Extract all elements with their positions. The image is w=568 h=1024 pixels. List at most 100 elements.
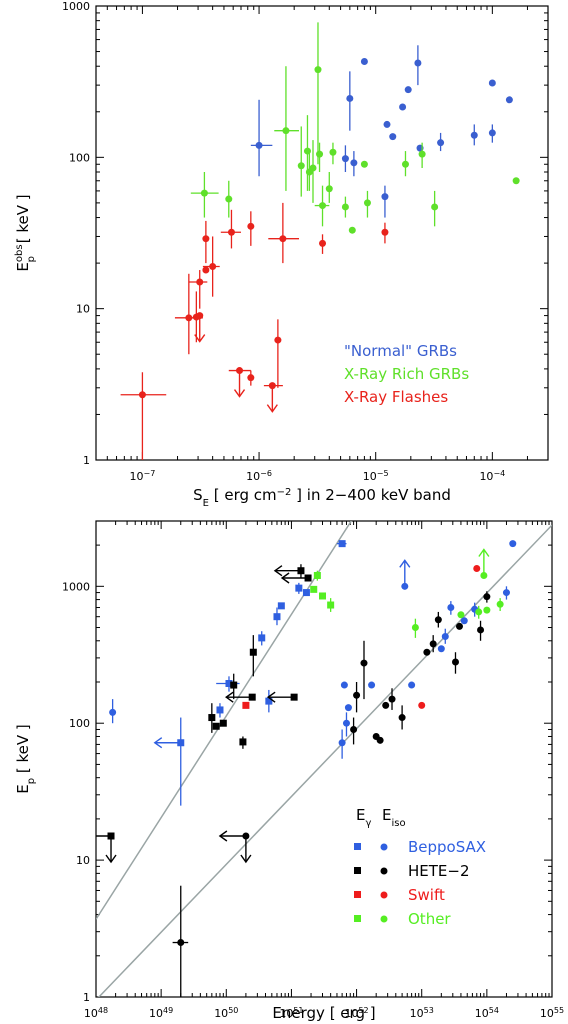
top-panel-ep-obs-vs-fluence: 10−7 10−6 10−5 10−4 1 10 100 1000 SE [ erg cm−2 … <box>14 0 549 509</box>
data-point <box>404 86 412 94</box>
data-point <box>319 202 327 210</box>
data-point <box>483 593 491 601</box>
x-axis-label: SE [ erg cm−2 ] in 2−400 keV band <box>193 486 451 509</box>
data-point-square <box>327 601 335 609</box>
data-point <box>340 681 348 689</box>
fit-line <box>97 524 552 997</box>
data-point <box>350 725 358 733</box>
data-point <box>431 203 439 211</box>
data-point <box>414 59 422 67</box>
data-point <box>341 203 349 211</box>
data-point-square <box>273 613 281 621</box>
data-point <box>398 714 406 722</box>
data-point-square <box>107 832 115 840</box>
bottom-panel-ep-vs-energy: 1048 1049 1050 1051 1052 1053 1054 1055 1 10 100 10… <box>14 520 564 1022</box>
legend-square-marker <box>354 915 361 922</box>
data-point <box>512 177 520 185</box>
data-point <box>441 632 449 640</box>
data-point <box>423 648 431 656</box>
data-point-square <box>177 739 185 747</box>
data-point-square <box>319 592 327 600</box>
data-point <box>346 94 354 102</box>
data-point <box>483 606 491 614</box>
data-point-square <box>216 706 224 714</box>
data-point <box>268 382 276 390</box>
data-point <box>363 199 371 207</box>
data-point <box>209 262 217 270</box>
data-point <box>109 708 117 716</box>
legend-square-marker <box>354 867 361 874</box>
data-point <box>360 160 368 168</box>
data-point <box>279 235 287 243</box>
data-point <box>505 96 513 104</box>
data-point <box>177 939 185 947</box>
data-point <box>202 235 210 243</box>
limit-arrow-head <box>153 737 163 749</box>
data-point <box>309 164 317 172</box>
data-point-square <box>313 571 321 579</box>
y-tick-label: 100 <box>69 151 90 164</box>
data-point-square <box>248 693 256 701</box>
data-point <box>502 589 510 597</box>
legend-entry: HETE−2 <box>408 862 470 880</box>
legend-circle-marker <box>380 915 388 923</box>
data-point <box>319 239 327 247</box>
legend-square-marker <box>354 891 361 898</box>
plot-frame <box>95 5 549 461</box>
data-point <box>360 57 368 65</box>
legend-entry: Other <box>408 910 451 928</box>
limit-arrow-head <box>478 548 490 557</box>
data-point <box>297 162 305 170</box>
data-point <box>341 155 349 163</box>
x-tick-label: 1051 <box>279 1006 303 1021</box>
data-point <box>437 645 445 653</box>
data-point <box>282 127 290 135</box>
limit-arrow-head <box>273 565 283 577</box>
x-tick-label: 10−6 <box>246 469 272 484</box>
limit-arrow-head <box>85 831 92 841</box>
data-point <box>383 120 391 128</box>
x-tick-label: 1048 <box>84 1006 108 1021</box>
x-tick-label: 1050 <box>214 1006 238 1021</box>
data-point-square <box>290 693 298 701</box>
y-tick-label: 100 <box>69 717 90 730</box>
legend-square-marker <box>354 843 361 850</box>
limit-arrow-head <box>233 389 246 398</box>
data-point-square <box>338 540 346 548</box>
data-point <box>437 139 445 147</box>
limit-arrow-head <box>194 334 206 343</box>
y-tick-label: 1 <box>83 991 90 1004</box>
data-point <box>455 622 463 630</box>
y-axis-label: Ep [ keV ] <box>14 724 37 794</box>
x-tick-label: 1049 <box>149 1006 173 1021</box>
data-point-square <box>304 574 312 582</box>
data-point <box>388 695 396 703</box>
data-point-square <box>212 722 220 730</box>
data-point <box>325 185 333 193</box>
data-point <box>381 228 389 236</box>
x-tick-label: 10−4 <box>479 469 505 484</box>
data-point-square <box>225 680 233 688</box>
data-point-square <box>230 681 238 689</box>
data-point <box>338 739 346 747</box>
legend-entry: X-Ray Flashes <box>344 388 448 406</box>
data-point-square <box>302 589 310 597</box>
data-point <box>242 832 250 840</box>
limit-arrow-head <box>240 854 252 864</box>
data-point <box>196 278 204 286</box>
data-point <box>399 103 407 111</box>
data-point <box>225 195 233 203</box>
x-tick-label: 1053 <box>410 1006 434 1021</box>
x-axis-label: Energy [ erg ] <box>272 1004 375 1022</box>
data-point <box>350 159 358 167</box>
data-point <box>408 681 416 689</box>
data-point <box>451 658 459 666</box>
x-tick-label: 1054 <box>475 1006 499 1021</box>
legend-entry: Swift <box>408 886 445 904</box>
limit-arrow-head <box>225 691 234 703</box>
data-point-square <box>310 585 318 593</box>
data-point <box>376 736 384 744</box>
data-point <box>475 608 483 616</box>
x-tick-label: 1052 <box>344 1006 368 1021</box>
